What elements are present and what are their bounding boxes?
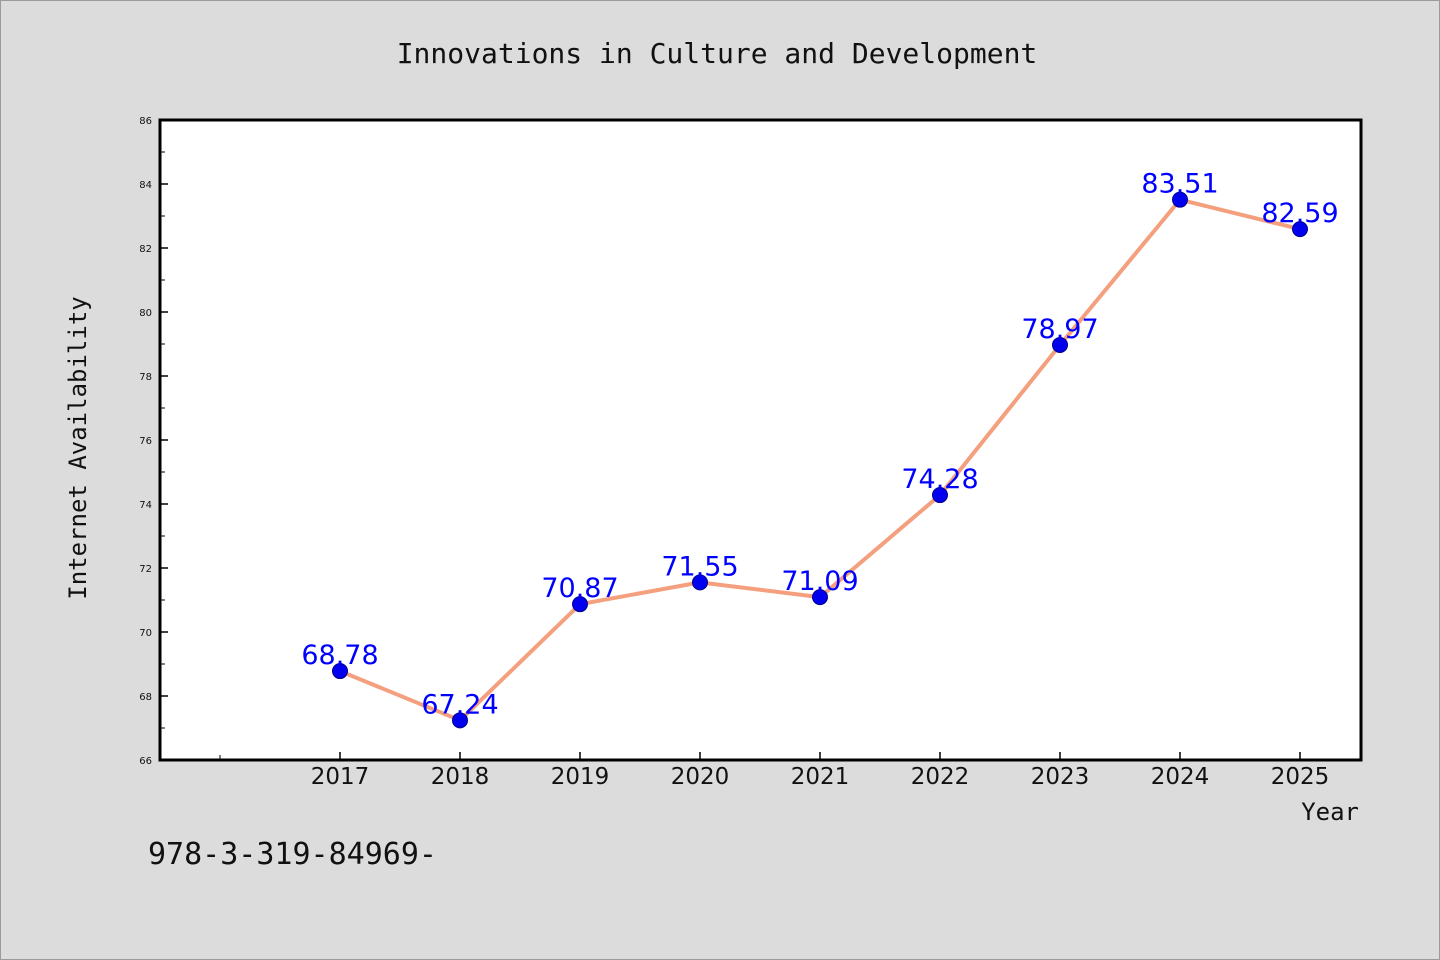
plot-area xyxy=(158,118,1363,762)
data-point xyxy=(1052,336,1068,353)
y-tick-label: 74 xyxy=(139,500,152,511)
data-label: 68.78 xyxy=(301,640,378,671)
y-axis-label: Internet Availability xyxy=(64,296,92,599)
data-label: 71.55 xyxy=(661,551,738,582)
x-axis: 2017 2018 2019 2020 2021 2022 2023 2024 2025 xyxy=(219,752,1330,790)
data-point xyxy=(1172,191,1188,208)
data-label: 78.97 xyxy=(1021,314,1098,345)
data-point xyxy=(332,663,348,680)
y-tick-label: 76 xyxy=(139,436,152,447)
y-tick-label: 68 xyxy=(139,692,152,703)
data-label: 83.51 xyxy=(1141,169,1218,200)
x-axis-label: Year xyxy=(1301,798,1359,826)
x-tick-label: 2024 xyxy=(1151,764,1210,790)
data-label: 71.09 xyxy=(781,566,858,597)
data-label: 82.59 xyxy=(1261,198,1338,229)
x-tick-label: 2021 xyxy=(791,764,850,790)
data-label: 70.87 xyxy=(541,573,618,604)
chart-title: Innovations in Culture and Development xyxy=(397,37,1038,70)
x-tick-label: 2018 xyxy=(431,764,490,790)
y-tick-label: 72 xyxy=(139,564,152,575)
series-layer: 68.78 67.24 70.87 71.55 71.09 74.28 78.97 83.51… xyxy=(301,169,1339,729)
data-label: 67.24 xyxy=(421,689,498,720)
x-tick-label: 2020 xyxy=(671,764,730,790)
footer-text: 978-3-319-84969- xyxy=(148,837,437,872)
y-tick-label: 86 xyxy=(139,116,152,127)
data-point xyxy=(932,487,948,504)
data-point xyxy=(1292,221,1308,238)
y-tick-label: 82 xyxy=(139,244,152,255)
x-tick-label: 2023 xyxy=(1031,764,1090,790)
y-axis: 66 68 70 72 74 76 78 80 82 84 86 xyxy=(139,116,168,767)
y-tick-label: 80 xyxy=(139,308,152,319)
data-point xyxy=(692,574,708,591)
data-point xyxy=(452,712,468,729)
x-tick-label: 2022 xyxy=(911,764,970,790)
x-tick-label: 2017 xyxy=(311,764,370,790)
data-point xyxy=(572,596,588,613)
x-tick-label: 2025 xyxy=(1271,764,1330,790)
y-tick-label: 78 xyxy=(139,372,152,383)
data-label: 74.28 xyxy=(901,464,978,495)
y-tick-label: 84 xyxy=(139,180,152,191)
y-tick-label: 66 xyxy=(139,756,152,767)
data-point xyxy=(812,589,828,606)
x-tick-label: 2019 xyxy=(551,764,610,790)
y-tick-label: 70 xyxy=(139,628,152,639)
